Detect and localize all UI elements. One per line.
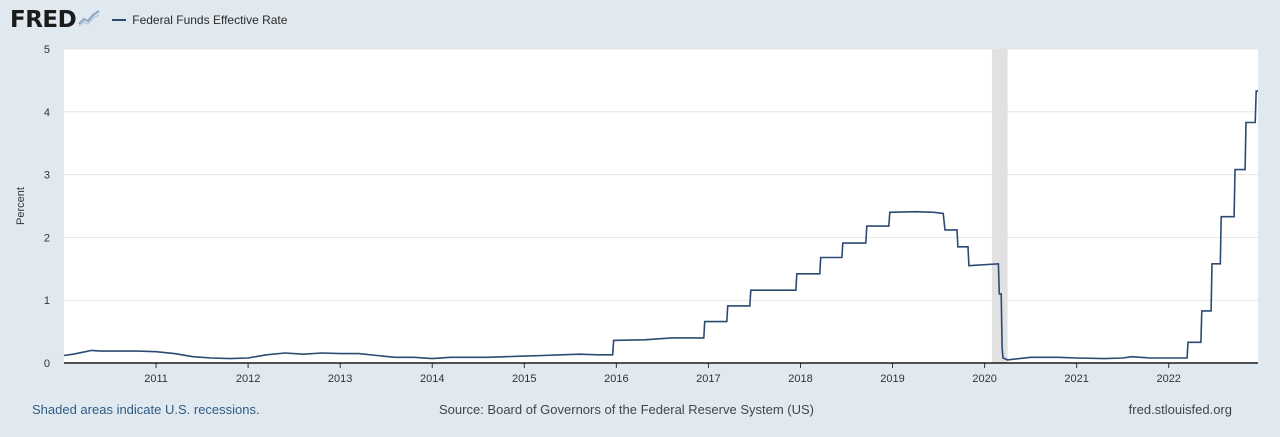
x-tick-label: 2015 xyxy=(512,373,536,385)
y-tick-label: 4 xyxy=(44,107,50,119)
x-tick-label: 2020 xyxy=(972,373,996,385)
recession-note: Shaded areas indicate U.S. recessions. xyxy=(32,402,260,417)
x-tick-label: 2012 xyxy=(236,373,260,385)
y-tick-label: 5 xyxy=(44,44,50,56)
x-tick-label: 2022 xyxy=(1156,373,1180,385)
y-axis-ticks: 0 1 2 3 4 5 xyxy=(44,44,50,370)
x-tick-label: 2017 xyxy=(696,373,720,385)
x-tick-label: 2013 xyxy=(328,373,352,385)
y-tick-label: 3 xyxy=(44,170,50,182)
source-note: Source: Board of Governors of the Federa… xyxy=(439,402,814,417)
plot-area xyxy=(64,49,1258,363)
x-axis-ticks: 2011 2012 2013 2014 2015 2016 2017 2018 2019 2020… xyxy=(144,363,1181,385)
chart-header: FRED Federal Funds Effective Rate xyxy=(10,6,287,34)
chart-footer: Shaded areas indicate U.S. recessions. S… xyxy=(0,402,1280,422)
y-axis-label: Percent xyxy=(15,187,27,225)
legend-swatch xyxy=(112,19,127,21)
x-tick-label: 2011 xyxy=(144,373,168,385)
x-tick-label: 2019 xyxy=(880,373,904,385)
recession-shading xyxy=(991,49,1008,363)
recession-band xyxy=(991,49,1008,363)
x-tick-label: 2021 xyxy=(1064,373,1088,385)
x-tick-label: 2018 xyxy=(788,373,812,385)
y-tick-label: 0 xyxy=(44,358,50,370)
y-tick-label: 2 xyxy=(44,232,50,244)
site-link[interactable]: fred.stlouisfed.org xyxy=(1128,402,1232,417)
x-tick-label: 2016 xyxy=(604,373,628,385)
fred-logo[interactable]: FRED xyxy=(10,7,101,33)
legend[interactable]: Federal Funds Effective Rate xyxy=(112,13,287,27)
series-line-fedfunds xyxy=(63,90,1258,361)
legend-label: Federal Funds Effective Rate xyxy=(132,13,288,27)
fred-logo-text: FRED xyxy=(10,7,77,33)
gridlines xyxy=(64,48,1258,301)
trend-chart-icon xyxy=(78,8,101,32)
y-tick-label: 1 xyxy=(44,295,50,307)
x-tick-label: 2014 xyxy=(420,373,444,385)
